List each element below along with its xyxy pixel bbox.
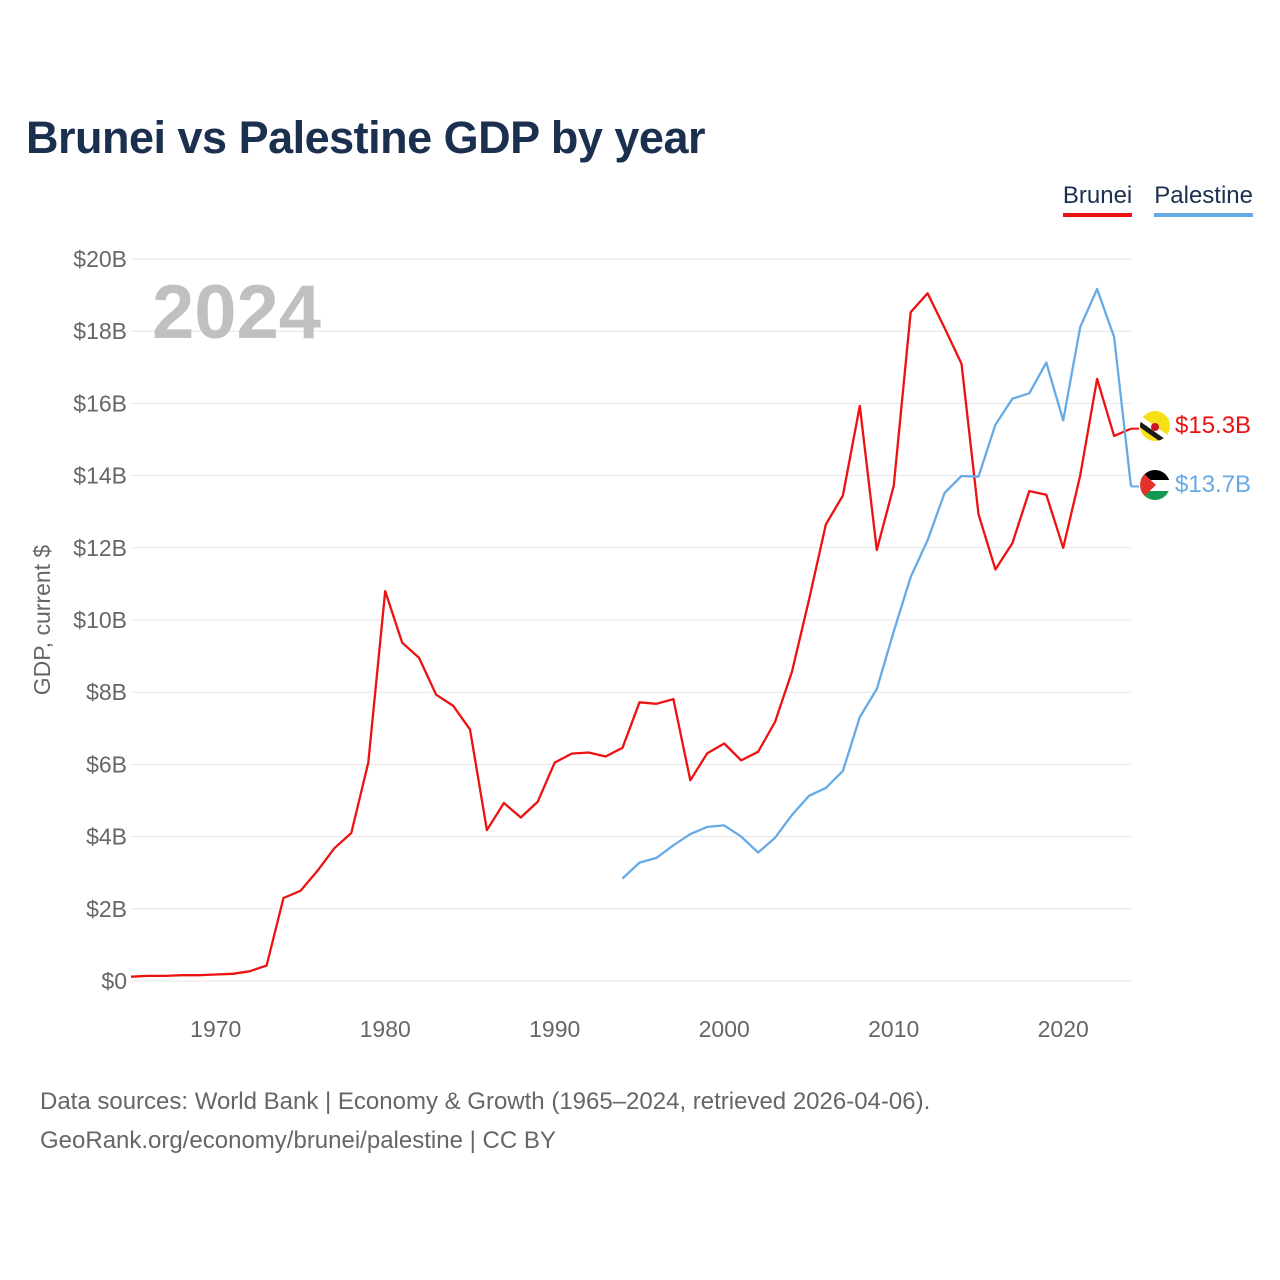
series-lines [130, 287, 1139, 978]
x-tick-label: 2000 [699, 1016, 750, 1042]
end-value-brunei: $15.3B [1175, 412, 1251, 439]
brunei-flag-icon [1140, 411, 1170, 441]
x-tick-label: 2020 [1038, 1016, 1089, 1042]
y-tick-label: $0 [101, 968, 127, 994]
end-value-palestine: $13.7B [1175, 471, 1251, 498]
x-axis-ticks: 1970 1980 1990 2000 2010 2020 [190, 1016, 1089, 1042]
y-tick-label: $20B [73, 246, 127, 272]
series-line-brunei [130, 292, 1132, 978]
grid-lines [131, 258, 1131, 982]
palestine-flag-icon [1140, 470, 1170, 500]
year-badge: 2024 [152, 270, 321, 355]
y-axis-ticks: $0 $2B $4B $6B $8B $10B $12B $14B $16B $18B $20B [73, 246, 127, 994]
chart-title: Brunei vs Palestine GDP by year [26, 112, 706, 163]
x-tick-label: 2010 [868, 1016, 919, 1042]
legend-item-palestine[interactable]: Palestine [1154, 182, 1253, 217]
y-tick-label: $10B [73, 607, 127, 633]
y-tick-label: $6B [86, 751, 127, 777]
legend: Brunei Palestine [1062, 182, 1253, 217]
source-note: Data sources: World Bank | Economy & Gro… [40, 1082, 930, 1160]
y-tick-label: $14B [73, 463, 127, 489]
legend-item-brunei[interactable]: Brunei [1062, 182, 1133, 217]
y-tick-label: $8B [86, 679, 127, 705]
x-tick-label: 1980 [360, 1016, 411, 1042]
source-line-1: Data sources: World Bank | Economy & Gro… [40, 1088, 931, 1115]
y-tick-label: $12B [73, 535, 127, 561]
x-tick-label: 1970 [190, 1016, 241, 1042]
source-line-2[interactable]: GeoRank.org/economy/brunei/palestine | C… [40, 1127, 556, 1154]
y-tick-label: $2B [86, 896, 127, 922]
series-line-palestine [621, 287, 1133, 880]
y-tick-label: $4B [86, 824, 127, 850]
y-axis-label: GDP, current $ [29, 545, 55, 696]
y-tick-label: $16B [73, 390, 127, 416]
x-tick-label: 1990 [529, 1016, 580, 1042]
y-tick-label: $18B [73, 318, 127, 344]
